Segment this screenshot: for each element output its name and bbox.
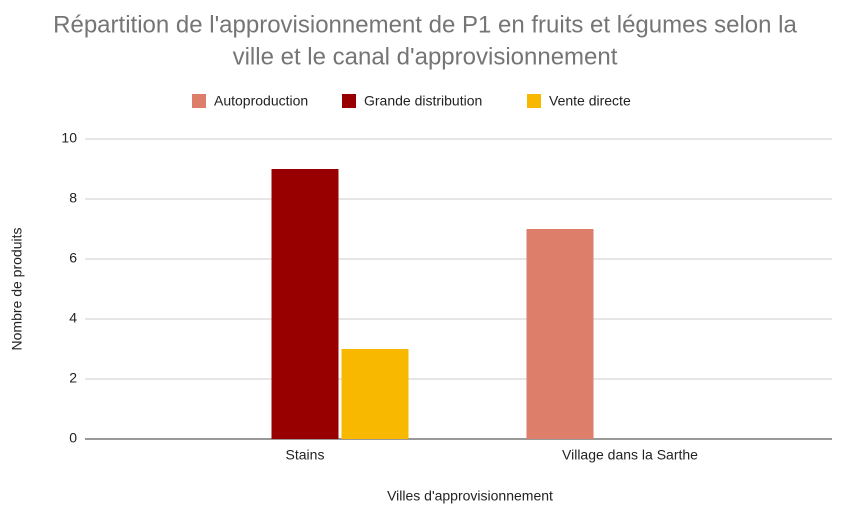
x-axis-label: Villes d'approvisionnement [387,488,553,504]
y-tick-label: 0 [69,430,77,446]
legend-swatch [342,94,356,108]
chart-title: Répartition de l'approvisionnement de P1… [53,11,797,38]
legend-swatch [527,94,541,108]
chart-title: ville et le canal d'approvisionnement [233,43,618,70]
bar [271,169,339,439]
y-tick-label: 2 [69,370,77,386]
legend-label: Grande distribution [364,93,482,109]
y-tick-label: 10 [61,130,77,146]
x-tick-label: Stains [286,447,325,463]
legend-swatch [192,94,206,108]
legend-label: Autoproduction [214,93,308,109]
y-tick-label: 8 [69,190,77,206]
x-tick-label: Village dans la Sarthe [562,447,698,463]
bar [341,349,409,439]
y-tick-label: 6 [69,250,77,266]
y-tick-label: 4 [69,310,77,326]
y-axis-label: Nombre de produits [9,228,25,351]
bar [526,229,594,439]
legend-label: Vente directe [549,93,631,109]
